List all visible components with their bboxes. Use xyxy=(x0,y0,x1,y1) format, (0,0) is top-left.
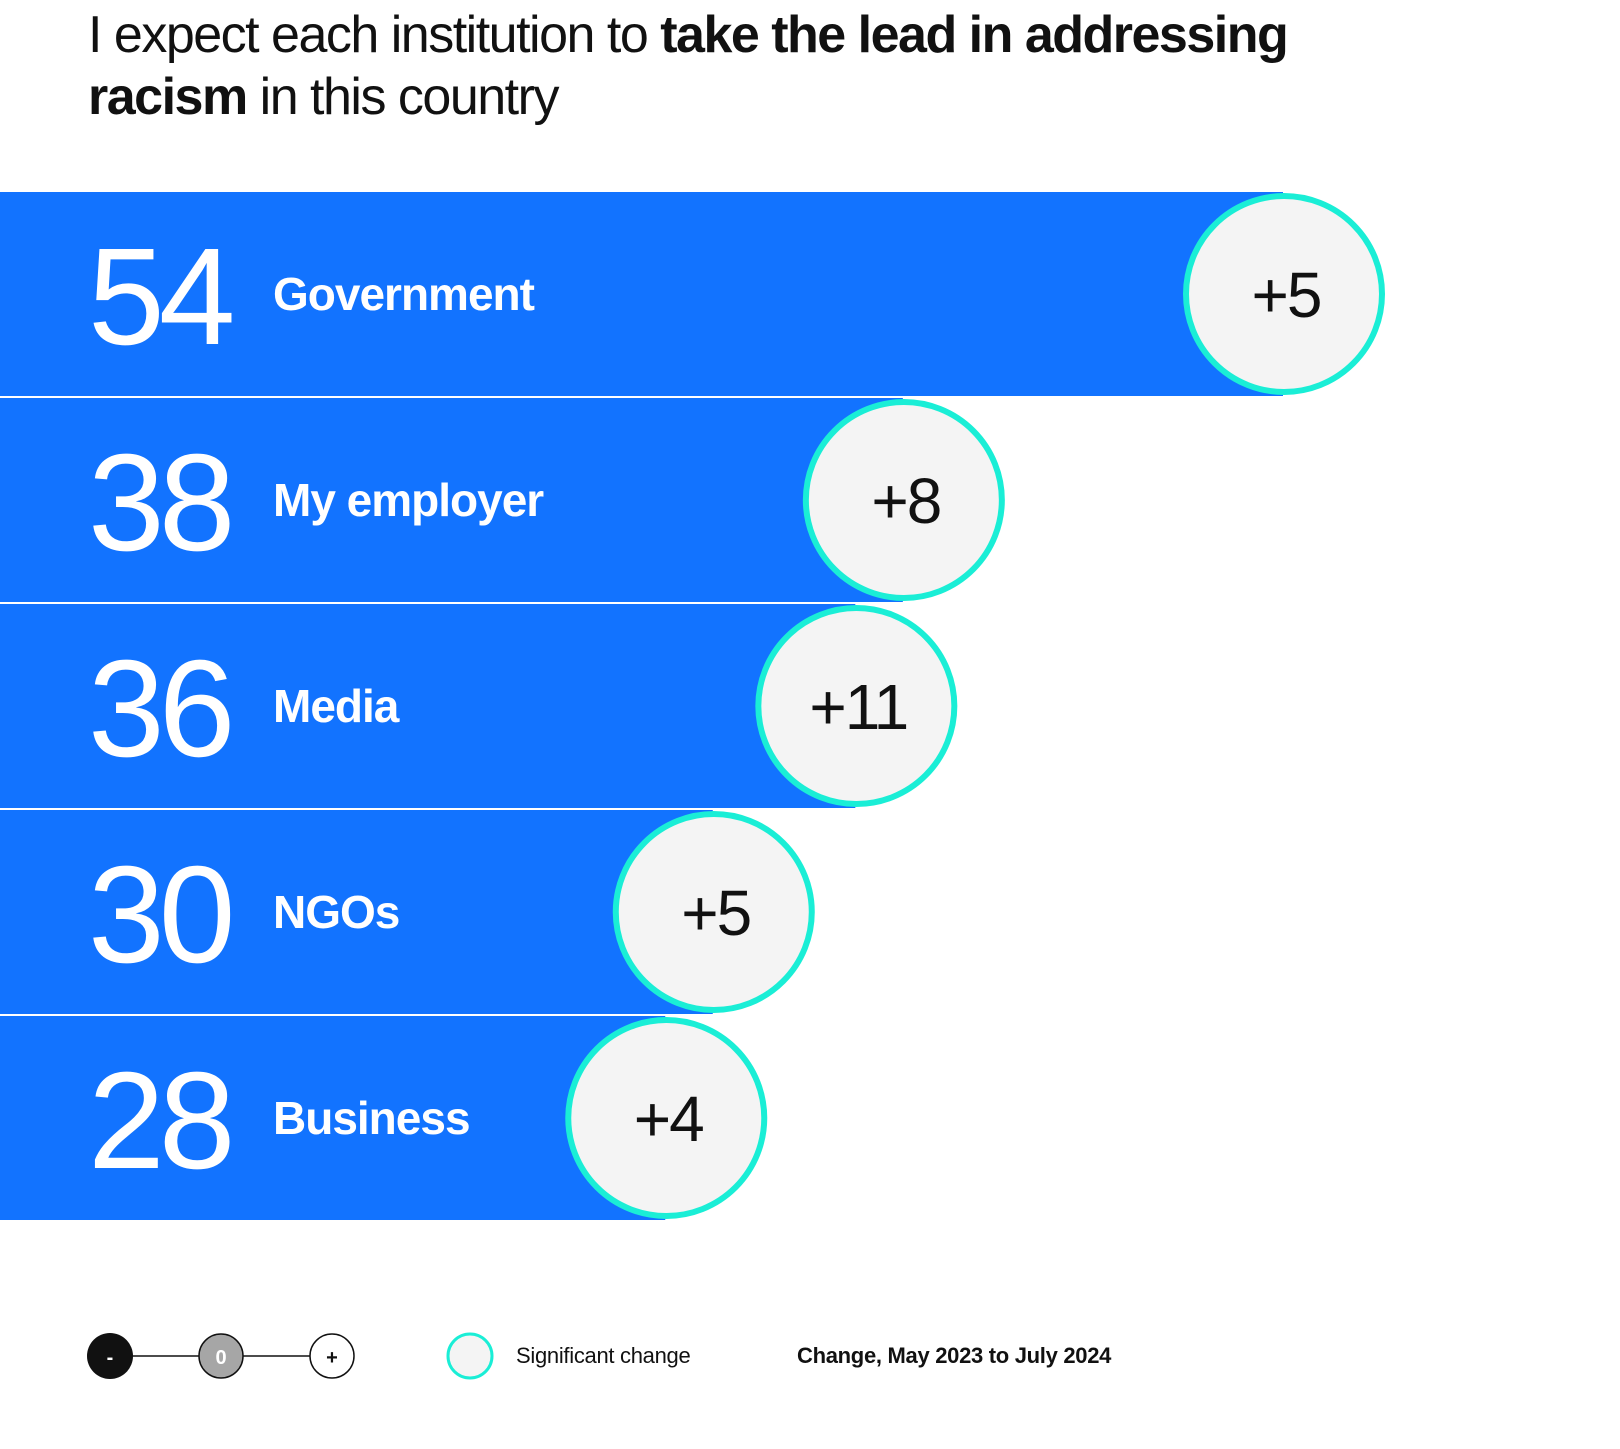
bars-group: 54 Government 38 My employer 36 Media 30 NGOs 28… xyxy=(0,192,1283,1220)
change-bubbles-group: +5 +8 +11 +5 +4 xyxy=(565,193,1385,1219)
change-bubble xyxy=(612,811,815,1013)
bar-value-label: 30 xyxy=(88,838,231,992)
bar-value-label: 28 xyxy=(88,1044,230,1198)
change-value-label: +4 xyxy=(634,1083,703,1155)
bar-value-label: 54 xyxy=(88,220,232,374)
bar-category-label: My employer xyxy=(273,474,544,526)
bar xyxy=(0,192,1283,396)
bar-value-label: 36 xyxy=(88,632,230,786)
change-value-label: +8 xyxy=(871,465,940,537)
change-value-label: +5 xyxy=(681,877,750,949)
change-value-label: +5 xyxy=(1252,259,1321,331)
change-bubble xyxy=(755,605,958,807)
change-bubble xyxy=(565,1017,768,1219)
title-part-2: in this country xyxy=(246,68,560,126)
bar-category-label: Business xyxy=(273,1092,470,1144)
bar-category-label: Media xyxy=(273,680,400,732)
change-value-label: +11 xyxy=(809,671,907,743)
bar xyxy=(0,810,713,1014)
bar-category-label: Government xyxy=(273,268,535,320)
bar-category-label: NGOs xyxy=(273,886,399,938)
change-bubble xyxy=(1183,193,1385,395)
change-bubble xyxy=(802,399,1005,601)
title-part-1: I expect each institution to xyxy=(88,6,661,64)
bar xyxy=(0,398,903,602)
chart-title: I expect each institution to take the le… xyxy=(88,4,1428,128)
bar xyxy=(0,1016,666,1220)
title-bold-part: take the lead in addressing racism xyxy=(88,6,1289,126)
bar xyxy=(0,604,856,808)
bar-value-label: 38 xyxy=(88,426,230,580)
